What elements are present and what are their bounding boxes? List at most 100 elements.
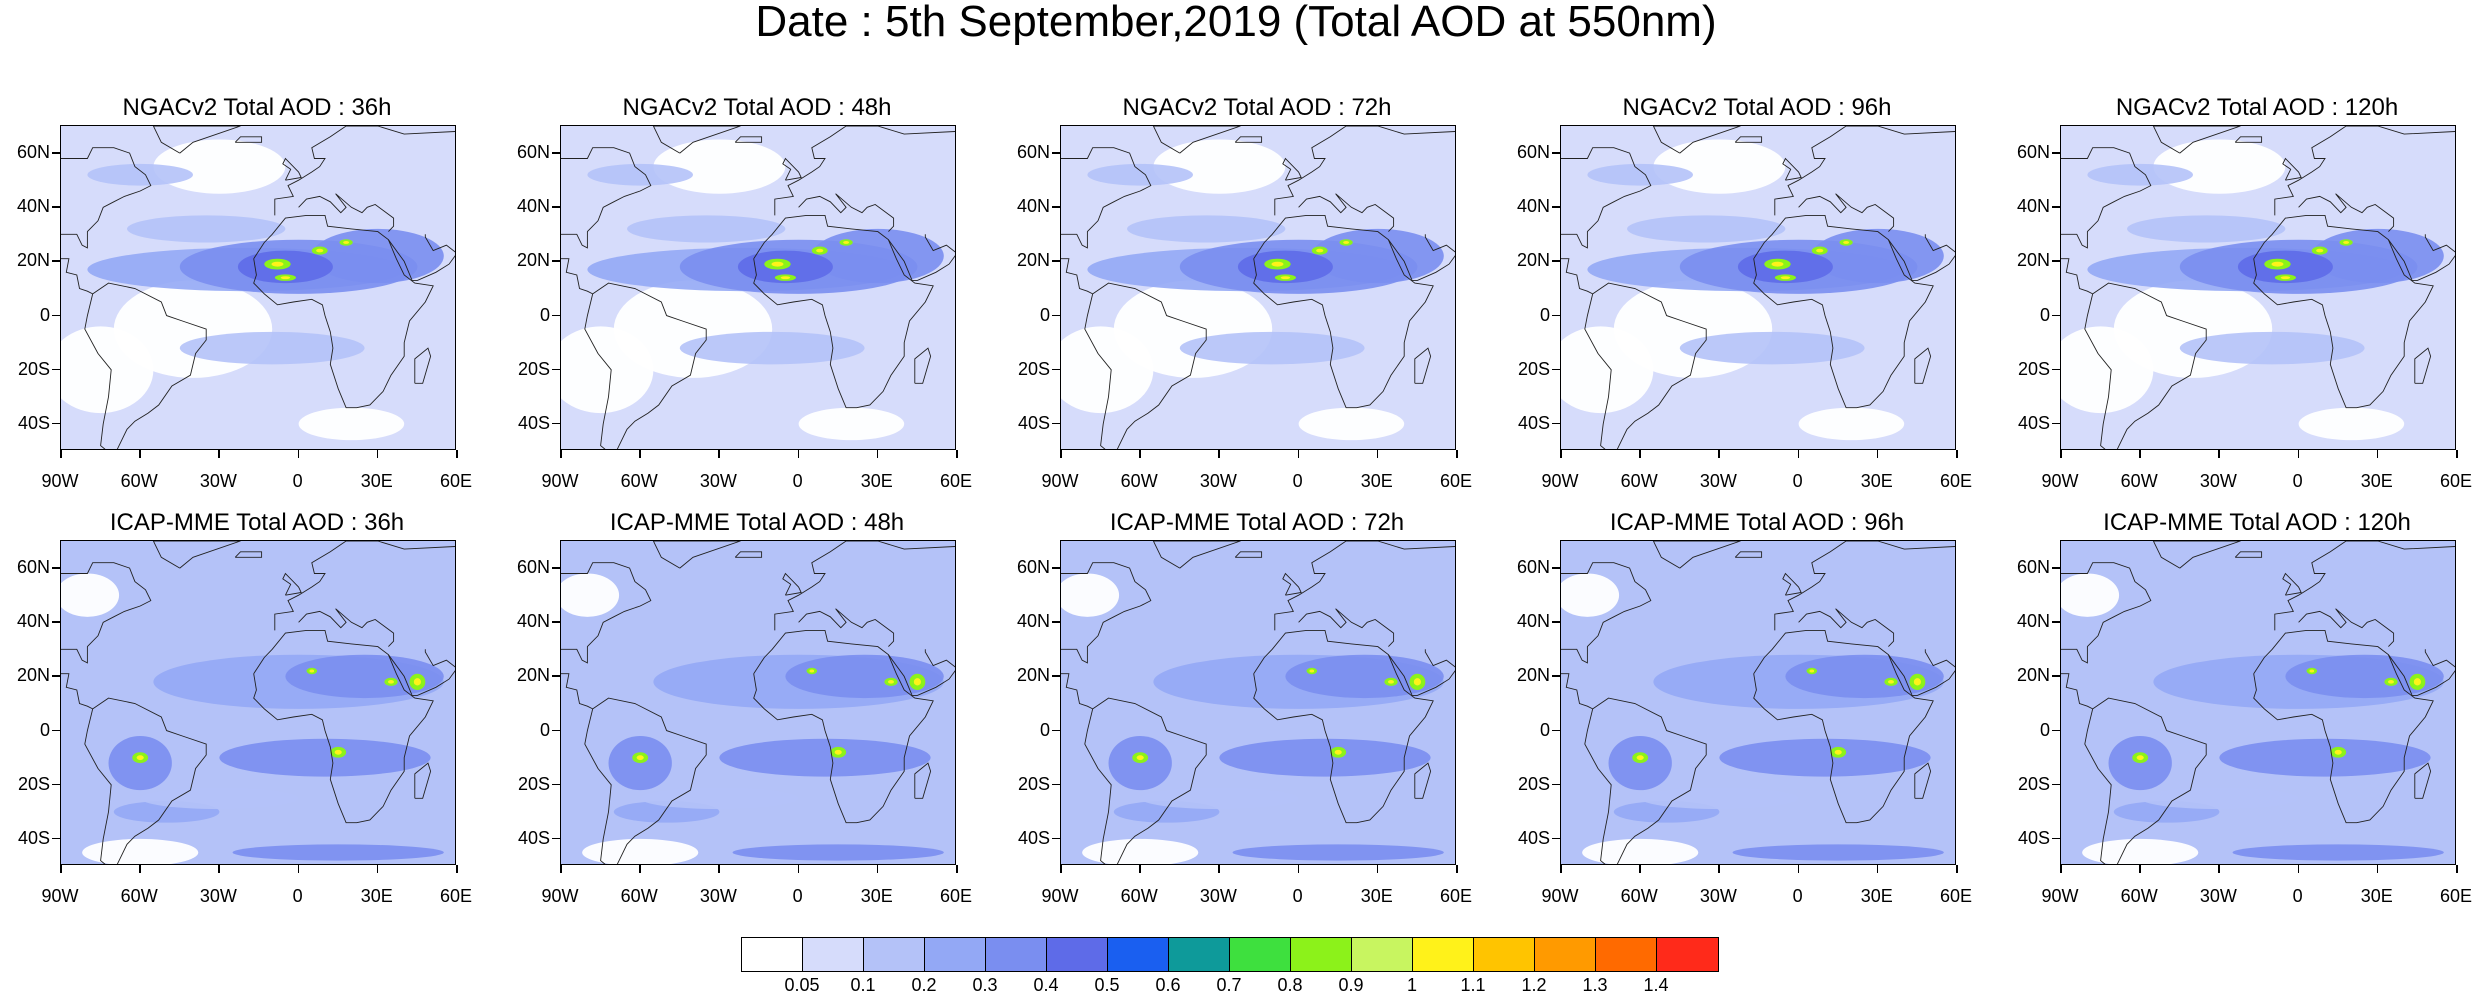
colorbar-label: 0.9 [1338, 975, 1364, 995]
lon-tick-mark [1060, 450, 1062, 458]
aod-map [1560, 540, 1956, 865]
lon-tick-mark [2297, 450, 2300, 458]
lat-tick-mark [52, 837, 60, 840]
lat-tick-mark [552, 368, 560, 371]
lon-tick-mark [1139, 865, 1141, 873]
lat-tick-mark [52, 675, 60, 677]
lon-tick-label: 30W [199, 471, 237, 491]
colorbar-label: 0.2 [911, 975, 937, 995]
lat-tick-label: 20S [17, 358, 50, 379]
lon-tick-mark [639, 450, 641, 458]
lat-tick-mark [1552, 783, 1560, 786]
lat-tick-label: 60N [1016, 557, 1050, 578]
lon-tick-label: 90W [1541, 471, 1579, 491]
lon-tick-label: 60E [1939, 471, 1973, 491]
colorbar-label: 1.1 [1460, 975, 1486, 995]
colorbar-label: 0.05 [784, 975, 820, 995]
lat-tick-label: 0 [39, 719, 50, 740]
lat-tick-mark [1552, 621, 1560, 623]
lon-tick-label: 0 [1792, 471, 1803, 491]
lat-tick-label: 40S [1517, 827, 1550, 848]
lon-tick-mark [956, 450, 958, 458]
lat-tick-mark [1552, 206, 1560, 208]
lon-tick-label: 30E [1860, 471, 1893, 491]
colorbar-label: 0.7 [1216, 975, 1242, 995]
lat-tick-label: 0 [539, 304, 550, 325]
lon-tick-label: 30E [360, 471, 393, 491]
lon-tick-mark [2218, 450, 2220, 458]
lon-tick-mark [1797, 450, 1800, 458]
map-panel: ICAP-MME Total AOD : 36h 60N 40N 20N 0 20S 40S… [0, 509, 472, 910]
lat-tick-mark [1052, 152, 1060, 154]
lat-tick-label: 20N [1516, 250, 1550, 271]
colorbar-label: 0.4 [1033, 975, 1059, 995]
lat-tick-label: 0 [1039, 719, 1050, 740]
lat-tick-mark [1552, 422, 1560, 425]
lat-tick-mark [2052, 621, 2060, 623]
lon-tick-mark [797, 865, 800, 873]
lat-tick-label: 40S [2017, 412, 2050, 433]
lat-tick-label: 40S [1517, 412, 1550, 433]
colorbar-swatch [1108, 938, 1169, 971]
lon-tick-mark [560, 865, 562, 873]
aod-map [60, 125, 456, 450]
lat-tick-mark [2052, 314, 2060, 317]
lat-tick-label: 60N [1516, 557, 1550, 578]
panel-title: ICAP-MME Total AOD : 48h [609, 509, 905, 536]
lat-tick-mark [1052, 783, 1060, 786]
lat-tick-mark [52, 422, 60, 425]
lon-tick-label: 60E [439, 886, 473, 906]
lat-tick-mark [1052, 260, 1060, 262]
lat-tick-mark [52, 206, 60, 208]
lat-tick-mark [1052, 621, 1060, 623]
lat-tick-label: 20S [1517, 358, 1550, 379]
lon-tick-label: 90W [1541, 886, 1579, 906]
lon-tick-mark [2376, 450, 2379, 458]
lon-tick-label: 60E [2439, 886, 2472, 906]
lon-tick-mark [639, 865, 641, 873]
lon-tick-mark [1956, 865, 1958, 873]
map-panel: NGACv2 Total AOD : 120h 60N 40N 20N 0 20S 40S 9… [2000, 95, 2472, 495]
lat-tick-label: 40S [517, 827, 550, 848]
aod-map [2060, 540, 2456, 865]
lat-tick-label: 20N [1016, 665, 1050, 686]
map-panel: NGACv2 Total AOD : 72h 60N 40N 20N 0 20S 40S 90… [1000, 95, 1472, 495]
colorbar-label: 1.2 [1521, 975, 1547, 995]
lat-tick-label: 0 [2039, 304, 2050, 325]
lat-tick-label: 20S [1517, 773, 1550, 794]
lat-tick-label: 20N [516, 250, 550, 271]
lat-tick-mark [1052, 422, 1060, 425]
lat-tick-label: 20N [1516, 665, 1550, 686]
lat-tick-mark [552, 837, 560, 840]
panel-title: NGACv2 Total AOD : 96h [1622, 94, 1892, 121]
colorbar-label: 1.4 [1643, 975, 1669, 995]
lat-tick-mark [2052, 206, 2060, 208]
lat-tick-mark [2052, 260, 2060, 262]
lat-tick-mark [552, 567, 560, 569]
lat-tick-mark [2052, 567, 2060, 569]
lon-tick-mark [376, 450, 379, 458]
lon-tick-label: 30W [1199, 471, 1237, 491]
lon-tick-mark [1560, 865, 1562, 873]
lat-tick-mark [1052, 368, 1060, 371]
lon-tick-label: 60E [1439, 471, 1473, 491]
lat-tick-label: 60N [516, 142, 550, 163]
colorbar-label: 1 [1406, 975, 1417, 995]
lon-tick-mark [376, 865, 379, 873]
lat-tick-mark [52, 567, 60, 569]
colorbar-swatch [1047, 938, 1108, 971]
panel-title: ICAP-MME Total AOD : 36h [109, 509, 405, 536]
map-panel: ICAP-MME Total AOD : 96h 60N 40N 20N 0 20S 40S… [1500, 510, 1972, 910]
lon-tick-mark [139, 865, 141, 873]
lon-tick-mark [2060, 865, 2062, 873]
lon-tick-label: 60W [1620, 886, 1658, 906]
lon-tick-label: 90W [41, 471, 79, 491]
lat-tick-label: 60N [16, 557, 50, 578]
lat-tick-label: 60N [1016, 142, 1050, 163]
lat-tick-label: 20N [1016, 250, 1050, 271]
lon-tick-mark [956, 865, 958, 873]
lon-tick-mark [1218, 450, 1220, 458]
lat-tick-label: 0 [539, 719, 550, 740]
lat-tick-label: 40S [17, 827, 50, 848]
lon-tick-label: 60E [1939, 886, 1973, 906]
